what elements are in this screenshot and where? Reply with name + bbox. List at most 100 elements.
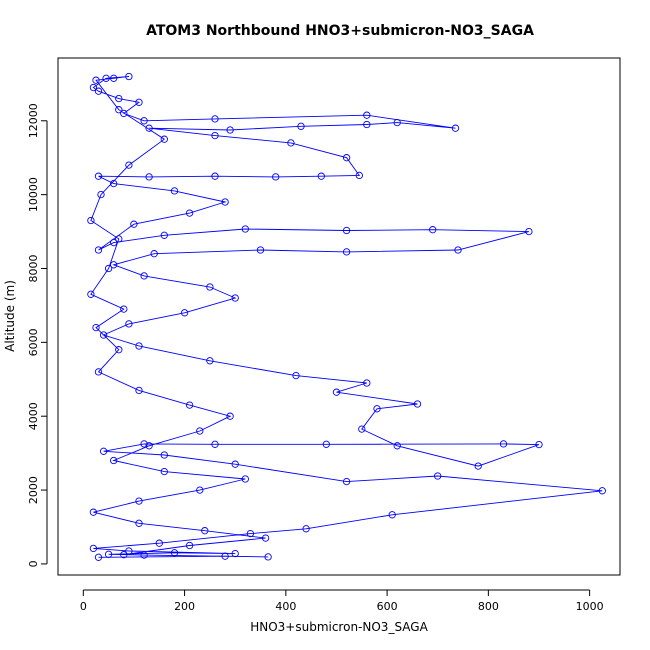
data-point — [135, 98, 143, 106]
data-point — [160, 467, 168, 476]
data-point — [231, 294, 239, 302]
data-point — [160, 135, 168, 143]
data-point — [145, 173, 153, 181]
data-point — [160, 451, 168, 459]
chart-title: ATOM3 Northbound HNO3+submicron-NO3_SAGA — [146, 23, 534, 39]
x-tick-label: 600 — [377, 600, 398, 613]
data-point — [102, 74, 110, 82]
data-point — [342, 226, 351, 235]
data-point — [94, 172, 103, 180]
x-axis-ticks: 0 200 400 600 800 1000 — [80, 590, 604, 613]
data-point — [94, 553, 103, 561]
data-point — [120, 109, 128, 118]
data-point — [363, 120, 371, 129]
data-point — [211, 131, 219, 140]
data-point — [535, 440, 543, 449]
data-point — [355, 171, 363, 180]
data-point — [393, 118, 401, 127]
data-point — [261, 534, 270, 542]
data-point — [92, 323, 100, 332]
data-point — [342, 154, 351, 162]
x-tick-label: 1000 — [576, 600, 604, 613]
data-point — [292, 371, 300, 380]
data-point — [94, 246, 103, 254]
series-line — [90, 76, 603, 558]
plot-frame — [57, 57, 621, 576]
data-point — [110, 238, 118, 247]
data-point — [110, 74, 118, 82]
y-tick-label: 2000 — [27, 476, 40, 504]
y-tick-label: 0 — [27, 560, 40, 567]
data-point — [140, 551, 148, 559]
data-point — [196, 427, 204, 435]
data-point — [393, 442, 401, 450]
data-point — [104, 264, 113, 273]
data-point — [125, 547, 133, 555]
data-point — [211, 115, 219, 123]
data-point — [110, 261, 118, 269]
y-tick-label: 8000 — [27, 254, 40, 282]
data-point — [155, 539, 163, 547]
y-axis-label: Altitude (m) — [3, 280, 17, 352]
x-tick-label: 0 — [80, 600, 87, 613]
data-point — [140, 272, 148, 280]
data-point — [211, 172, 219, 180]
data-point — [413, 400, 422, 408]
data-point — [160, 231, 168, 239]
data-point — [125, 320, 133, 328]
data-point — [342, 477, 351, 486]
data-point — [125, 161, 133, 169]
data-point — [89, 83, 98, 92]
data-point — [104, 550, 113, 558]
data-point — [170, 187, 179, 195]
data-point — [140, 117, 148, 125]
data-point — [287, 139, 295, 147]
data-point — [97, 190, 105, 199]
data-point — [451, 124, 460, 132]
data-point — [89, 508, 98, 516]
data-point — [185, 209, 194, 217]
data-point — [388, 511, 396, 519]
data-point — [120, 305, 128, 313]
data-point — [115, 94, 123, 103]
data-point — [180, 309, 189, 317]
data-point — [115, 346, 123, 354]
data-point — [332, 388, 341, 396]
data-point — [363, 111, 371, 119]
data-point — [241, 225, 249, 233]
data-point — [231, 549, 239, 558]
data-point — [297, 122, 305, 130]
data-point — [206, 357, 214, 365]
x-tick-label: 200 — [174, 600, 195, 613]
data-point — [363, 379, 371, 387]
data-point — [598, 487, 606, 495]
y-tick-label: 6000 — [27, 328, 40, 356]
data-point — [110, 179, 118, 188]
data-point — [264, 553, 272, 561]
data-point — [110, 456, 118, 465]
data-point — [499, 440, 508, 448]
data-point — [246, 529, 255, 538]
data-point — [201, 527, 209, 535]
data-point — [241, 475, 249, 483]
data-point — [525, 227, 533, 236]
data-point — [145, 124, 153, 132]
data-point — [125, 72, 133, 81]
data-point — [135, 497, 143, 505]
data-point — [434, 472, 442, 480]
data-point — [322, 440, 330, 448]
data-point — [135, 342, 143, 350]
data-point — [474, 462, 482, 470]
data-point — [221, 198, 229, 206]
data-point — [226, 126, 234, 134]
data-point — [185, 401, 194, 409]
data-point — [373, 405, 381, 413]
data-point — [130, 220, 138, 228]
data-point — [358, 425, 366, 433]
data-point — [211, 440, 219, 448]
data-point — [135, 386, 143, 395]
data-point — [454, 246, 462, 254]
data-point — [196, 486, 204, 494]
data-point — [115, 106, 123, 114]
